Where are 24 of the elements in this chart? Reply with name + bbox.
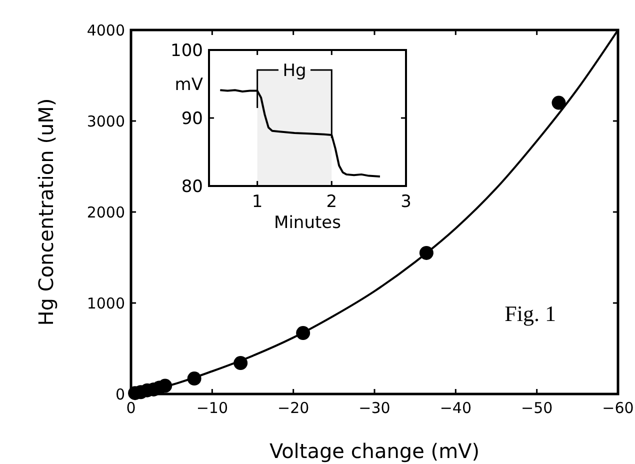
y-tick-label: 100 <box>170 40 203 61</box>
y-tick-label: 1000 <box>86 294 125 312</box>
y-axis-title: mV <box>174 74 204 95</box>
y-axis-title: Hg Concentration (uM) <box>34 98 58 326</box>
x-axis-title: Voltage change (mV) <box>269 439 480 463</box>
band-label: Hg <box>282 60 306 81</box>
y-tick-label: 90 <box>181 108 203 129</box>
x-tick-label: −30 <box>358 399 390 417</box>
x-tick-label: 0 <box>126 399 136 417</box>
annotation: Fig. 1 <box>504 301 556 326</box>
x-tick-label: −50 <box>521 399 553 417</box>
y-tick-label: 80 <box>181 176 203 197</box>
x-tick-label: −10 <box>196 399 228 417</box>
x-tick-label: −60 <box>602 399 634 417</box>
x-tick-label: −40 <box>440 399 472 417</box>
y-tick-label: 4000 <box>86 21 125 40</box>
y-tick-label: 2000 <box>86 203 125 222</box>
x-tick-label: 3 <box>400 192 412 212</box>
x-tick-label: −20 <box>278 399 310 417</box>
y-tick-label: 3000 <box>86 112 125 130</box>
x-axis-title: Minutes <box>274 213 342 233</box>
x-tick-label: 2 <box>326 192 338 212</box>
x-tick-label: 1 <box>252 192 263 212</box>
y-tick-label: 0 <box>115 385 125 404</box>
